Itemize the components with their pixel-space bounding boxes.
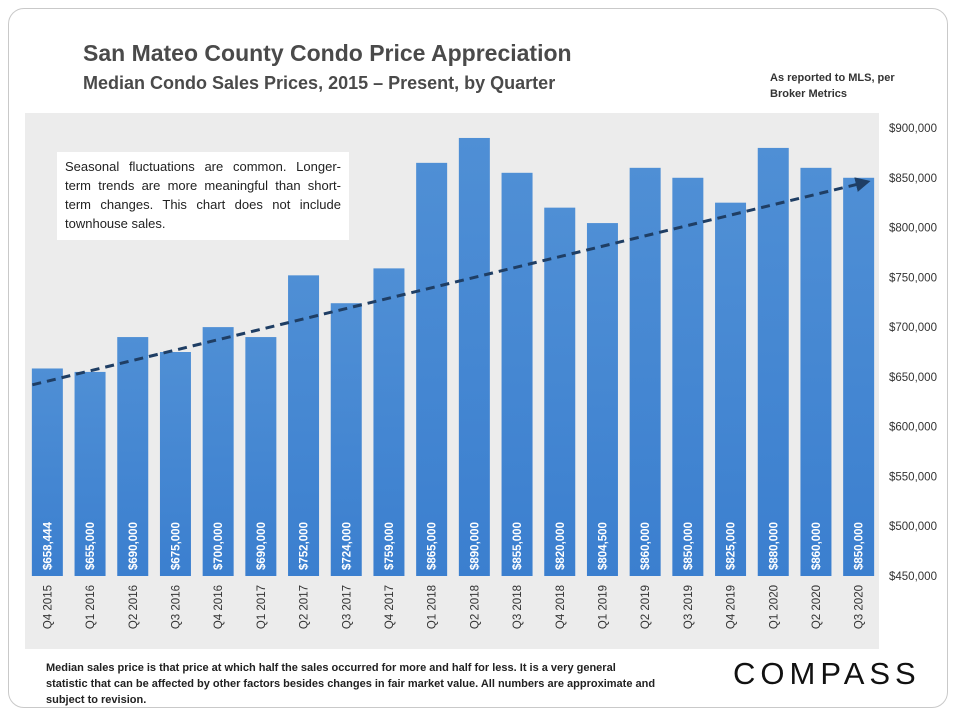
bar [629,167,661,577]
bar [159,352,191,576]
annotation-box: Seasonal fluctuations are common. Longer… [57,152,349,240]
x-tick-label: Q3 2016 [170,585,182,629]
bar-value-label: $804,500 [597,522,609,570]
x-tick-label: Q3 2018 [512,585,524,629]
source-note: As reported to MLS, per Broker Metrics [770,72,895,100]
x-tick-label: Q2 2017 [299,585,311,629]
bar-value-label: $865,000 [427,522,439,570]
bar-value-label: $658,444 [42,521,54,570]
bar [757,147,789,576]
x-tick-label: Q2 2019 [640,585,652,629]
x-tick-label: Q1 2016 [85,585,97,629]
chart-subtitle: Median Condo Sales Prices, 2015 – Presen… [83,73,556,93]
x-tick-label: Q2 2018 [469,585,481,629]
bar-value-label: $825,000 [726,522,738,570]
x-tick-label: Q2 2016 [128,585,140,629]
bar [330,303,362,576]
x-tick-label: Q3 2019 [683,585,695,629]
bar-value-label: $675,000 [170,522,182,570]
x-tick-label: Q1 2018 [427,585,439,629]
x-tick-label: Q3 2020 [854,585,866,629]
bar-value-label: $880,000 [768,522,780,570]
y-tick-label: $900,000 [889,123,937,135]
x-tick-label: Q4 2016 [213,585,225,629]
bar [800,167,832,577]
bar [288,275,320,576]
x-tick-label: Q4 2015 [42,585,54,629]
y-tick-label: $850,000 [889,173,937,185]
bar-value-label: $855,000 [512,522,524,570]
x-tick-label: Q4 2019 [726,585,738,629]
bar [117,337,149,576]
x-tick-label: Q3 2017 [341,585,353,629]
bar-value-label: $752,000 [299,522,311,570]
x-tick-label: Q4 2017 [384,585,396,629]
x-tick-label: Q4 2018 [555,585,567,629]
bar [843,177,875,576]
bar [245,337,277,576]
bar-value-label: $820,000 [555,522,567,570]
bar-value-label: $850,000 [683,522,695,570]
x-tick-label: Q1 2017 [256,585,268,629]
bar-value-label: $724,000 [341,522,353,570]
bar-value-label: $690,000 [128,522,140,570]
bar-value-label: $700,000 [213,522,225,570]
bar-value-label: $850,000 [854,522,866,570]
chart-title: San Mateo County Condo Price Appreciatio… [83,40,572,66]
x-tick-label: Q1 2020 [768,585,780,629]
bar [202,327,234,576]
trendline [31,177,871,387]
bar [416,162,448,576]
bar [501,172,533,577]
bar [715,202,747,576]
y-tick-label: $500,000 [889,521,937,533]
bar [586,223,618,576]
bar-value-label: $860,000 [811,522,823,570]
x-tick-label: Q2 2020 [811,585,823,629]
brand-logo: COMPASS [733,656,921,691]
bar-value-label: $759,000 [384,522,396,570]
bar [373,268,405,576]
bar-value-label: $890,000 [469,522,481,570]
bar [544,207,576,576]
bar [672,177,704,576]
y-tick-label: $550,000 [889,471,937,483]
bar [31,368,63,576]
bar-value-label: $860,000 [640,522,652,570]
y-tick-label: $450,000 [889,571,937,583]
y-tick-label: $650,000 [889,372,937,384]
y-tick-label: $750,000 [889,272,937,284]
footer-note: Median sales price is that price at whic… [46,662,656,706]
y-tick-label: $600,000 [889,422,937,434]
x-tick-label: Q1 2019 [597,585,609,629]
y-tick-label: $700,000 [889,322,937,334]
bar [74,371,106,576]
bar-value-label: $655,000 [85,522,97,570]
y-tick-label: $800,000 [889,223,937,235]
bar-value-label: $690,000 [256,522,268,570]
bar [458,137,490,576]
